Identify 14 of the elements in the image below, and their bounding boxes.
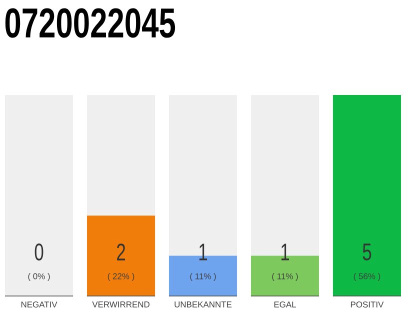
annotation: ( 11% ): [272, 273, 298, 281]
annotation: ( 56% ): [354, 273, 380, 281]
data-label: 0: [34, 243, 44, 261]
data-label: 2: [117, 244, 126, 260]
x-tick-label: VERWIRREND: [92, 302, 150, 308]
chart-title: 0720022045: [5, 8, 176, 38]
data-label: 5: [362, 244, 372, 260]
x-tick-label: UNBEKANNTE: [174, 302, 232, 308]
x-tick-label: EGAL: [274, 302, 296, 308]
x-tick-label: NEGATIV: [21, 302, 58, 308]
x-tick-label: POSITIV: [350, 302, 384, 308]
annotation: ( 0% ): [28, 273, 50, 281]
annotation: ( 11% ): [190, 273, 216, 281]
annotation: ( 22% ): [108, 273, 134, 281]
